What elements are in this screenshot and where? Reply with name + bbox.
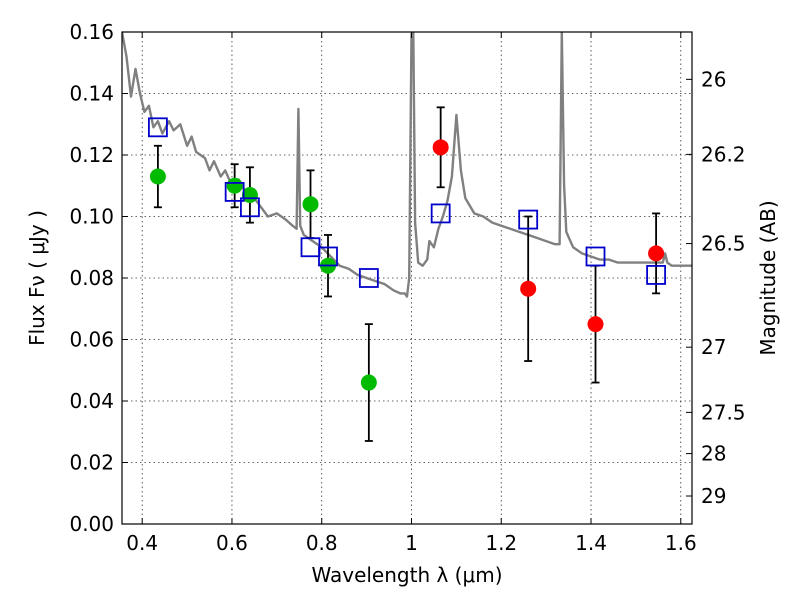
x-tick-label: 1.4 xyxy=(575,531,607,555)
model-flux-square xyxy=(518,209,539,230)
y2-tick-label: 26.2 xyxy=(701,142,746,166)
y-tick-label: 0.14 xyxy=(69,82,114,106)
x-tick-label: 1 xyxy=(405,531,418,555)
observed-point-green xyxy=(149,168,166,185)
sed-curve xyxy=(122,32,692,298)
y2-tick-label: 28 xyxy=(701,442,726,466)
model-flux-square xyxy=(430,203,451,224)
y2-tick-label: 27.5 xyxy=(701,400,746,424)
model-flux-square xyxy=(358,268,379,288)
y-tick-label: 0.08 xyxy=(69,266,114,290)
y2-tick-label: 26.5 xyxy=(701,232,746,256)
x-tick-label: 1.6 xyxy=(665,531,697,555)
y-tick-label: 0.12 xyxy=(69,143,114,167)
y-tick-label: 0.16 xyxy=(69,20,114,44)
observed-point-green xyxy=(226,177,243,194)
model-flux-square xyxy=(585,246,606,267)
observed-point-green xyxy=(302,196,319,213)
sed-curve-group xyxy=(122,32,692,298)
model-flux-square xyxy=(148,117,168,138)
y2-axis-title: Magnitude (AB) xyxy=(756,200,780,355)
observed-point-green xyxy=(360,374,377,391)
x-axis-title: Wavelength λ (μm) xyxy=(311,563,502,587)
model-flux-square xyxy=(646,265,666,285)
y2-tick-label: 26 xyxy=(701,67,726,91)
y-tick-label: 0.06 xyxy=(69,328,114,352)
y-axis-title: Flux Fν ( μJy ) xyxy=(25,210,49,346)
observed-point-red xyxy=(648,245,665,262)
model-flux-square xyxy=(318,246,338,267)
y-tick-label: 0.02 xyxy=(69,451,114,475)
x-tick-label: 0.8 xyxy=(306,531,338,555)
observed-point-red xyxy=(587,316,604,333)
model-flux-square xyxy=(224,181,245,202)
observed-point-red xyxy=(520,280,537,297)
y2-tick-label: 27 xyxy=(701,335,726,359)
observed-point-red xyxy=(432,139,449,156)
x-tick-label: 0.4 xyxy=(126,531,158,555)
y-tick-label: 0.10 xyxy=(69,205,114,229)
data-markers xyxy=(148,117,666,391)
y-tick-label: 0.04 xyxy=(69,389,114,413)
y-tick-label: 0.00 xyxy=(69,512,114,536)
y2-tick-label: 29 xyxy=(701,484,726,508)
ticks: 0.4 0.6 0.8 1 1.2 1.4 1.6 0.00 0.02 0.04 0.06 0.08 0… xyxy=(69,20,745,555)
x-tick-label: 0.6 xyxy=(216,531,248,555)
x-tick-label: 1.2 xyxy=(485,531,517,555)
model-flux-square xyxy=(240,197,260,218)
